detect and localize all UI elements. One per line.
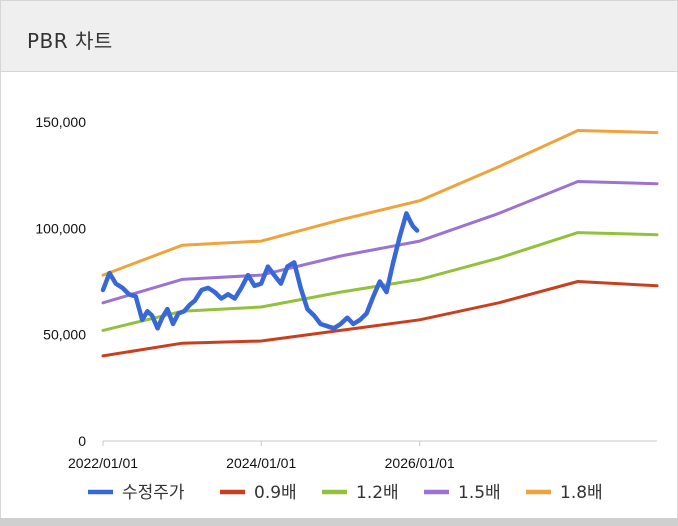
- chart-axes: 0 50,000 100,000 150,000 2022/01/01 2024/01/0…: [35, 114, 657, 471]
- y-tick-label: 0: [78, 433, 86, 449]
- chart-series: [100, 129, 659, 358]
- panel-bottom-border: [0, 518, 678, 526]
- legend-label-4: 1.8배: [560, 483, 603, 503]
- series-line-4: [101, 129, 659, 277]
- legend-label-1: 0.9배: [254, 483, 297, 503]
- x-tick-label: 2026/01/01: [385, 455, 455, 471]
- y-tick-label: 150,000: [35, 114, 86, 130]
- panel-title: PBR 차트: [27, 29, 113, 53]
- chart-legend: 수정주가 0.9배 1.2배 1.5배 1.8배: [88, 483, 603, 503]
- y-tick-label: 100,000: [35, 220, 86, 236]
- legend-label-0: 수정주가: [122, 483, 185, 503]
- series-line-1: [101, 280, 659, 358]
- y-tick-label: 50,000: [43, 327, 86, 343]
- series-line-3: [101, 180, 659, 305]
- legend-label-3: 1.5배: [458, 483, 501, 503]
- legend-label-2: 1.2배: [356, 483, 399, 503]
- x-tick-label: 2024/01/01: [226, 455, 296, 471]
- series-line-0: [100, 211, 420, 331]
- panel-header: PBR 차트: [1, 1, 677, 72]
- x-tick-label: 2022/01/01: [68, 455, 138, 471]
